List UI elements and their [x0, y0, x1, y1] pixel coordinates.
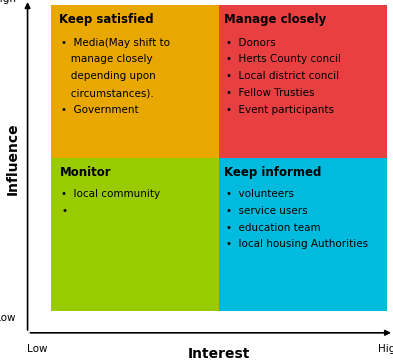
Text: Interest: Interest — [188, 347, 250, 360]
Text: •  volunteers: • volunteers — [226, 189, 294, 199]
Text: •  local housing Authorities: • local housing Authorities — [226, 239, 368, 249]
Text: Influence: Influence — [6, 122, 19, 195]
Text: Low: Low — [0, 312, 16, 323]
Text: •  service users: • service users — [226, 206, 307, 216]
Text: Keep informed: Keep informed — [224, 166, 321, 179]
Text: •  Event participants: • Event participants — [226, 105, 334, 115]
Text: •: • — [61, 206, 67, 216]
Text: High: High — [0, 0, 16, 4]
Text: •  Donors: • Donors — [226, 37, 275, 48]
Text: Low: Low — [28, 343, 48, 354]
Bar — [51, 158, 219, 311]
Bar — [219, 5, 387, 158]
Text: •  Local district concil: • Local district concil — [226, 71, 339, 81]
Text: •  Government: • Government — [61, 105, 139, 115]
Bar — [51, 5, 219, 158]
Text: High: High — [378, 343, 393, 354]
Text: •  Media(May shift to: • Media(May shift to — [61, 37, 170, 48]
Text: manage closely: manage closely — [61, 54, 153, 64]
Text: Keep satisfied: Keep satisfied — [59, 13, 154, 26]
Text: Monitor: Monitor — [59, 166, 111, 179]
Text: depending upon: depending upon — [61, 71, 156, 81]
Text: •  education team: • education team — [226, 222, 320, 233]
Text: •  Herts County concil: • Herts County concil — [226, 54, 341, 64]
Text: Manage closely: Manage closely — [224, 13, 327, 26]
Text: circumstances).: circumstances). — [61, 88, 154, 98]
Bar — [219, 158, 387, 311]
Text: •  local community: • local community — [61, 189, 160, 199]
Text: •  Fellow Trusties: • Fellow Trusties — [226, 88, 314, 98]
